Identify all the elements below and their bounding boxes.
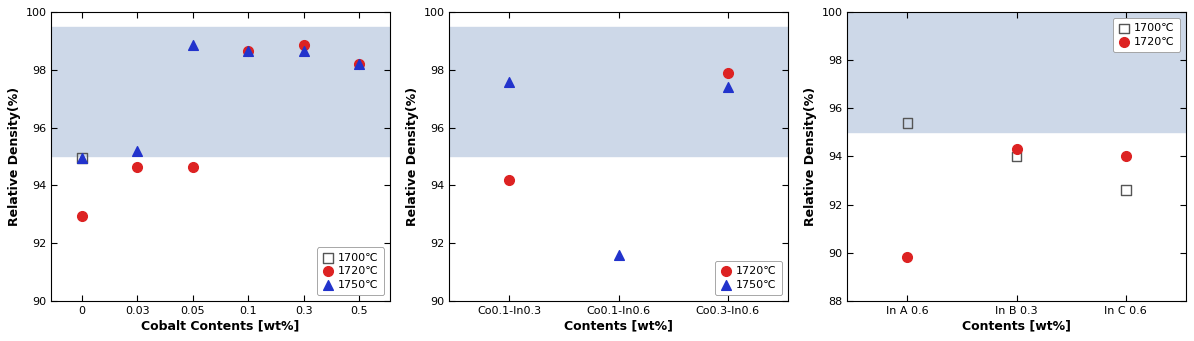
1750℃: [239, 48, 258, 54]
X-axis label: Cobalt Contents [wt%]: Cobalt Contents [wt%]: [141, 320, 300, 333]
Legend: 1700℃, 1720℃: 1700℃, 1720℃: [1113, 18, 1180, 52]
1700℃: [1007, 154, 1026, 159]
1720℃: [1116, 154, 1135, 159]
1750℃: [183, 43, 202, 48]
1750℃: [128, 148, 147, 153]
1720℃: [294, 43, 313, 48]
1720℃: [718, 70, 737, 76]
1750℃: [718, 85, 737, 90]
Y-axis label: Relative Density(%): Relative Density(%): [406, 87, 419, 226]
1750℃: [350, 61, 369, 67]
Legend: 1720℃, 1750℃: 1720℃, 1750℃: [715, 261, 782, 295]
1750℃: [609, 252, 628, 257]
1700℃: [1116, 188, 1135, 193]
1720℃: [898, 255, 917, 260]
Bar: [848, 0, 1186, 132]
1720℃: [128, 164, 147, 169]
Y-axis label: Relative Density(%): Relative Density(%): [8, 87, 21, 226]
1720℃: [1007, 147, 1026, 152]
X-axis label: Contents [wt%]: Contents [wt%]: [564, 320, 673, 333]
1720℃: [183, 164, 202, 169]
1700℃: [898, 120, 917, 125]
Legend: 1700℃, 1720℃, 1750℃: 1700℃, 1720℃, 1750℃: [316, 247, 384, 295]
1720℃: [73, 213, 92, 218]
Bar: [51, 27, 389, 157]
Bar: [449, 27, 788, 157]
1720℃: [500, 177, 519, 182]
1720℃: [350, 61, 369, 67]
Y-axis label: Relative Density(%): Relative Density(%): [805, 87, 818, 226]
1750℃: [294, 48, 313, 54]
1720℃: [239, 48, 258, 54]
1750℃: [500, 79, 519, 84]
1750℃: [73, 155, 92, 161]
X-axis label: Contents [wt%]: Contents [wt%]: [962, 320, 1071, 333]
1700℃: [73, 155, 92, 161]
